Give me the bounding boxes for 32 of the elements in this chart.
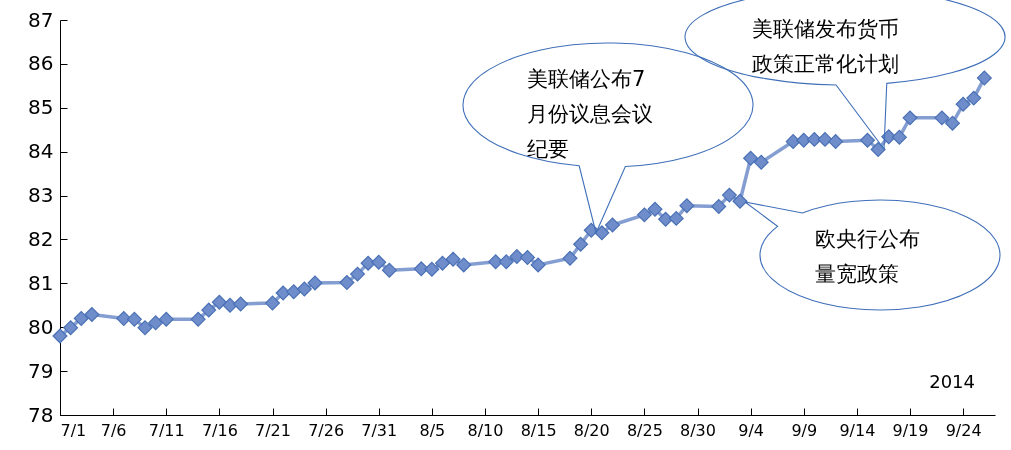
annotation: 美联储发布货币政策正常化计划 — [752, 17, 899, 76]
annotation: 美联储公布7月份议息会议纪要 — [527, 67, 653, 161]
x-tick-label: 9/14 — [839, 420, 876, 440]
x-tick-label: 8/30 — [680, 420, 716, 440]
y-tick-label: 86 — [28, 51, 54, 76]
y-tick-label: 82 — [28, 226, 54, 251]
y-tick-label: 84 — [28, 139, 54, 164]
y-tick-label: 79 — [28, 358, 54, 383]
y-tick-label: 78 — [28, 402, 54, 427]
y-tick-label: 87 — [28, 7, 54, 32]
x-tick-label: 9/4 — [738, 420, 764, 440]
x-tick-label: 8/10 — [467, 420, 504, 440]
x-tick-label: 7/31 — [361, 420, 398, 440]
x-tick-label: 8/15 — [520, 420, 557, 440]
x-tick-label: 7/6 — [100, 420, 127, 440]
x-tick-label: 7/16 — [201, 420, 238, 440]
x-tick-label: 9/24 — [945, 420, 982, 440]
x-tick-label: 8/20 — [573, 420, 610, 440]
x-tick-label: 7/26 — [308, 420, 345, 440]
y-tick-label: 81 — [28, 270, 54, 295]
y-tick-label: 85 — [28, 95, 54, 120]
x-tick-label: 7/11 — [148, 420, 185, 440]
x-tick-label: 8/25 — [626, 420, 663, 440]
x-tick-label: 7/21 — [255, 420, 291, 440]
annotation: 2014 — [929, 371, 975, 392]
x-tick-label: 9/19 — [892, 420, 929, 440]
x-tick-label: 8/5 — [419, 420, 446, 440]
annotation: 欧央行公布量宽政策 — [815, 227, 920, 286]
y-tick-label: 80 — [28, 314, 54, 339]
y-tick-label: 83 — [28, 183, 54, 208]
x-tick-label: 9/9 — [791, 420, 818, 440]
x-tick-label: 7/1 — [60, 420, 87, 440]
